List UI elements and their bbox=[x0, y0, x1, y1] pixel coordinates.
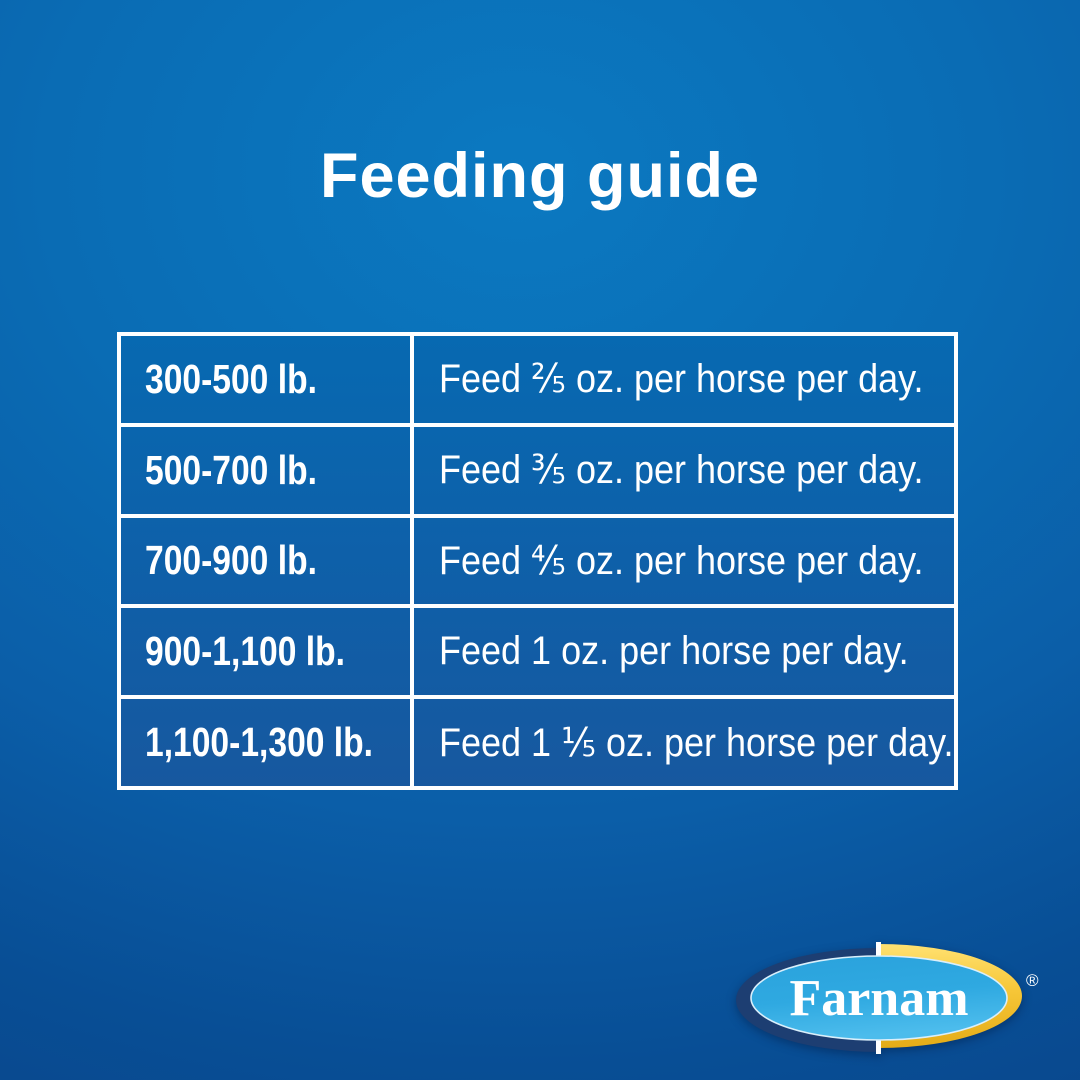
feed-cell: Feed ⅖ oz. per horse per day. bbox=[414, 336, 954, 423]
feed-cell: Feed ⅘ oz. per horse per day. bbox=[414, 518, 954, 605]
table-row: 300-500 lb. Feed ⅖ oz. per horse per day… bbox=[121, 336, 954, 423]
weight-range: 900-1,100 lb. bbox=[145, 628, 345, 675]
page-title: Feeding guide bbox=[319, 141, 760, 211]
table-row: 700-900 lb. Feed ⅘ oz. per horse per day… bbox=[121, 517, 954, 605]
weight-cell: 700-900 lb. bbox=[121, 518, 410, 605]
row-divider bbox=[121, 422, 954, 427]
feed-instruction: Feed ⅗ oz. per horse per day. bbox=[439, 448, 924, 493]
weight-cell: 300-500 lb. bbox=[121, 336, 410, 423]
weight-range: 1,100-1,300 lb. bbox=[145, 719, 374, 766]
weight-range: 700-900 lb. bbox=[145, 537, 317, 584]
column-divider bbox=[410, 699, 414, 786]
feed-cell: Feed 1 oz. per horse per day. bbox=[414, 608, 954, 695]
weight-cell: 500-700 lb. bbox=[121, 427, 410, 514]
feed-instruction: Feed ⅖ oz. per horse per day. bbox=[439, 357, 924, 402]
weight-range: 500-700 lb. bbox=[145, 446, 317, 493]
column-divider bbox=[410, 517, 414, 605]
feed-instruction: Feed ⅘ oz. per horse per day. bbox=[439, 538, 924, 583]
farnam-logo: Farnam bbox=[733, 942, 1025, 1054]
weight-range: 300-500 lb. bbox=[145, 355, 317, 402]
feed-cell: Feed 1 ⅕ oz. per horse per day. bbox=[414, 699, 954, 786]
feed-instruction: Feed 1 oz. per horse per day. bbox=[439, 629, 909, 674]
weight-cell: 900-1,100 lb. bbox=[121, 608, 410, 695]
feeding-table: 300-500 lb. Feed ⅖ oz. per horse per day… bbox=[117, 332, 958, 790]
feed-instruction: Feed 1 ⅕ oz. per horse per day. bbox=[439, 720, 954, 765]
table-row: 900-1,100 lb. Feed 1 oz. per horse per d… bbox=[121, 608, 954, 696]
row-divider bbox=[121, 604, 954, 609]
column-divider bbox=[410, 608, 414, 696]
weight-cell: 1,100-1,300 lb. bbox=[121, 699, 410, 786]
table-row: 1,100-1,300 lb. Feed 1 ⅕ oz. per horse p… bbox=[121, 699, 954, 786]
feed-cell: Feed ⅗ oz. per horse per day. bbox=[414, 427, 954, 514]
column-divider bbox=[410, 426, 414, 514]
farnam-logo-icon: Farnam bbox=[736, 942, 1022, 1054]
column-divider bbox=[410, 336, 414, 423]
farnam-wordmark: Farnam bbox=[789, 970, 968, 1027]
registered-trademark-symbol: ® bbox=[1026, 971, 1039, 990]
table-row: 500-700 lb. Feed ⅗ oz. per horse per day… bbox=[121, 426, 954, 514]
row-divider bbox=[121, 695, 954, 700]
row-divider bbox=[121, 513, 954, 518]
